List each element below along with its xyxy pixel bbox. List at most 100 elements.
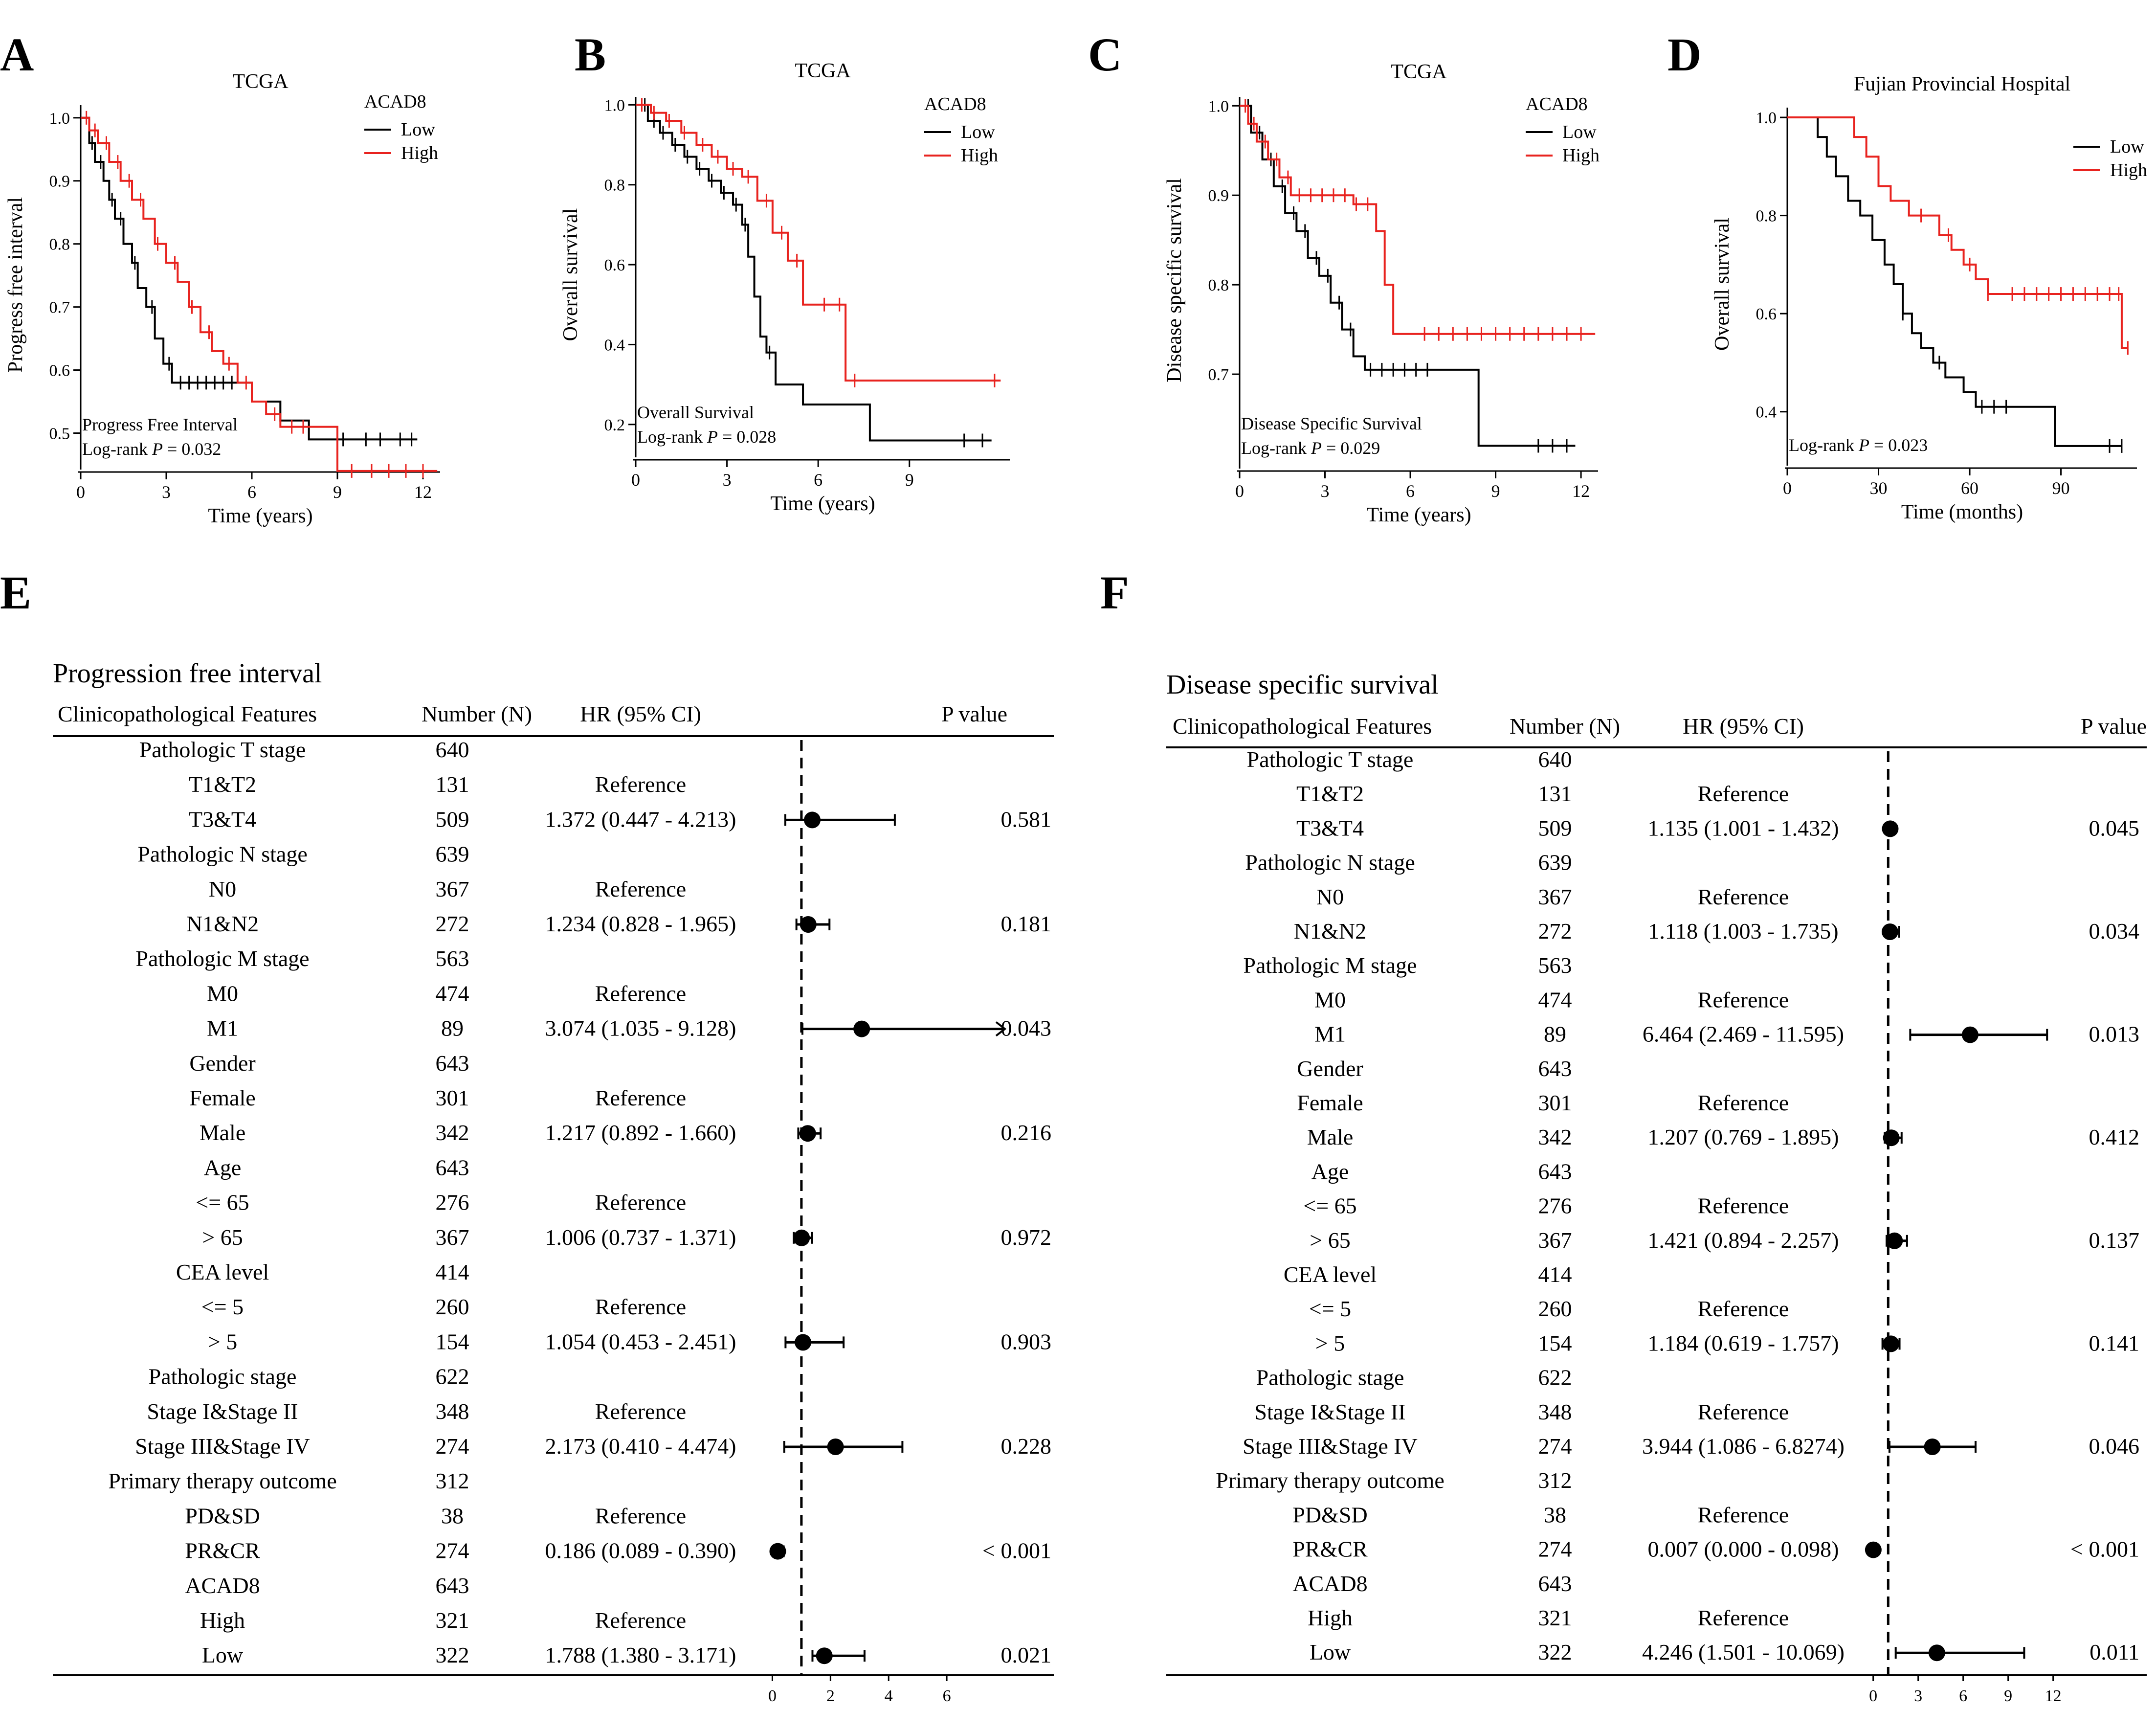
row-hr-ci: Reference <box>595 1294 686 1319</box>
row-feature: Pathologic T stage <box>1247 747 1414 772</box>
p-value-text: = 0.028 <box>718 427 776 447</box>
row-number: 367 <box>436 1225 469 1250</box>
row-hr-ci: 1.234 (0.828 - 1.965) <box>545 911 736 936</box>
forest-title: Progression free interval <box>53 658 322 689</box>
row-number: 274 <box>436 1538 469 1563</box>
chart-title: TCGA <box>232 70 289 93</box>
hr-point <box>1882 1335 1899 1352</box>
row-hr-ci: 1.207 (0.769 - 1.895) <box>1648 1124 1839 1149</box>
row-feature: Primary therapy outcome <box>108 1468 337 1493</box>
forest-x-tick-label: 0 <box>1869 1687 1877 1705</box>
x-tick-label: 3 <box>1321 481 1330 501</box>
row-feature: <= 5 <box>1309 1296 1351 1321</box>
row-number: 89 <box>1544 1022 1566 1047</box>
row-number: 474 <box>436 981 469 1006</box>
row-number: 643 <box>1538 1159 1572 1184</box>
legend-title: ACAD8 <box>364 91 426 112</box>
row-hr-ci: 1.006 (0.737 - 1.371) <box>545 1225 736 1250</box>
forest-title: Disease specific survival <box>1166 670 1439 700</box>
row-number: 622 <box>1538 1365 1572 1390</box>
row-hr-ci: Reference <box>1698 1502 1789 1527</box>
row-feature: > 65 <box>202 1225 243 1250</box>
forest-panel-f: F Disease specific survival Clinicopatholo… <box>1100 566 2147 1705</box>
ci-arrow-high <box>995 1021 1007 1037</box>
row-hr-ci: 1.372 (0.447 - 4.213) <box>545 807 736 832</box>
row-feature: Pathologic T stage <box>139 737 306 762</box>
y-tick-label: 0.8 <box>1208 276 1229 294</box>
y-tick-label: 1.0 <box>1208 97 1229 115</box>
x-tick-label: 3 <box>723 470 732 490</box>
row-number: 274 <box>1538 1537 1572 1562</box>
chart-title: Fujian Provincial Hospital <box>1854 73 2070 95</box>
hr-point <box>853 1020 870 1037</box>
legend-label-low: Low <box>401 119 435 140</box>
row-hr-ci: 6.464 (2.469 - 11.595) <box>1643 1022 1844 1047</box>
row-pvalue: 0.137 <box>2089 1228 2140 1253</box>
row-number: 367 <box>1538 884 1572 909</box>
row-number: 643 <box>1538 1571 1572 1596</box>
header-pvalue: P value <box>2081 714 2147 739</box>
row-hr-ci: Reference <box>595 1608 686 1633</box>
row-number: 321 <box>436 1608 469 1633</box>
row-number: 342 <box>1538 1124 1572 1149</box>
row-number: 321 <box>1538 1605 1572 1630</box>
row-feature: T1&T2 <box>1296 781 1364 806</box>
forest-x-tick-label: 4 <box>885 1687 893 1705</box>
p-value-label: P <box>1311 438 1322 458</box>
forest-x-tick-label: 0 <box>768 1687 777 1705</box>
hr-point <box>793 1229 810 1246</box>
row-hr-ci: 0.007 (0.000 - 0.098) <box>1648 1537 1839 1562</box>
row-feature: > 5 <box>1315 1330 1345 1355</box>
row-feature: M1 <box>1314 1022 1346 1047</box>
y-tick-label: 0.4 <box>604 336 625 354</box>
y-tick-label: 0.8 <box>49 236 70 254</box>
row-number: 474 <box>1538 987 1572 1012</box>
legend-label-high: High <box>401 143 438 163</box>
y-tick-label: 0.6 <box>49 362 70 380</box>
legend-label-high: High <box>1562 145 1600 166</box>
forest-x-tick-label: 2 <box>826 1687 835 1705</box>
km-panel-b: B TCGA 0 3 6 9 0.2 0.4 0.6 0.8 1.0 Time (years) Over… <box>559 28 1010 515</box>
row-hr-ci: Reference <box>1698 1193 1789 1218</box>
forest-x-tick-label: 6 <box>1959 1687 1967 1705</box>
x-tick-label: 0 <box>1235 481 1244 501</box>
row-hr-ci: 4.246 (1.501 - 10.069) <box>1642 1640 1845 1664</box>
panel-letter: E <box>0 566 31 619</box>
row-hr-ci: 1.184 (0.619 - 1.757) <box>1648 1330 1839 1355</box>
row-number: 643 <box>436 1051 469 1076</box>
legend-label-high: High <box>961 145 998 166</box>
x-axis-label: Time (years) <box>1366 504 1471 526</box>
y-tick-label: 0.4 <box>1756 404 1777 422</box>
row-feature: Age <box>204 1155 242 1180</box>
x-tick-label: 60 <box>1961 478 1978 498</box>
x-axis-label: Time (months) <box>1901 501 2023 523</box>
header-number: Number (N) <box>1510 714 1620 739</box>
y-tick-label: 0.9 <box>49 173 70 191</box>
row-number: 272 <box>1538 919 1572 944</box>
km-panel-c: C TCGA 0 3 6 9 12 0.7 0.8 0.9 1.0 Time (years) Disea… <box>1088 28 1600 526</box>
row-pvalue: 0.013 <box>2089 1022 2140 1047</box>
row-number: 38 <box>441 1503 464 1528</box>
y-tick-label: 1.0 <box>604 96 625 114</box>
row-number: 639 <box>436 842 469 867</box>
row-feature: ACAD8 <box>185 1573 260 1598</box>
row-hr-ci: 0.186 (0.089 - 0.390) <box>545 1538 736 1563</box>
row-feature: PD&SD <box>1292 1502 1367 1527</box>
row-number: 563 <box>436 946 469 971</box>
x-tick-label: 6 <box>247 482 256 502</box>
row-feature: Female <box>189 1085 255 1110</box>
row-feature: T3&T4 <box>189 807 256 832</box>
p-value-text: = 0.023 <box>1869 435 1928 455</box>
forest-panel-e: E Progression free interval Clinicopatholo… <box>0 566 1054 1705</box>
row-hr-ci: Reference <box>1698 1090 1789 1115</box>
row-number: 154 <box>1538 1330 1572 1355</box>
hr-point <box>795 1334 812 1351</box>
row-pvalue: 0.412 <box>2089 1124 2140 1149</box>
y-tick-label: 0.6 <box>1756 305 1777 323</box>
row-feature: N1&N2 <box>1294 919 1366 944</box>
row-number: 38 <box>1544 1502 1566 1527</box>
row-pvalue: 0.181 <box>1001 911 1052 936</box>
row-hr-ci: 1.135 (1.001 - 1.432) <box>1648 815 1839 840</box>
row-hr-ci: 1.054 (0.453 - 2.451) <box>545 1329 736 1354</box>
